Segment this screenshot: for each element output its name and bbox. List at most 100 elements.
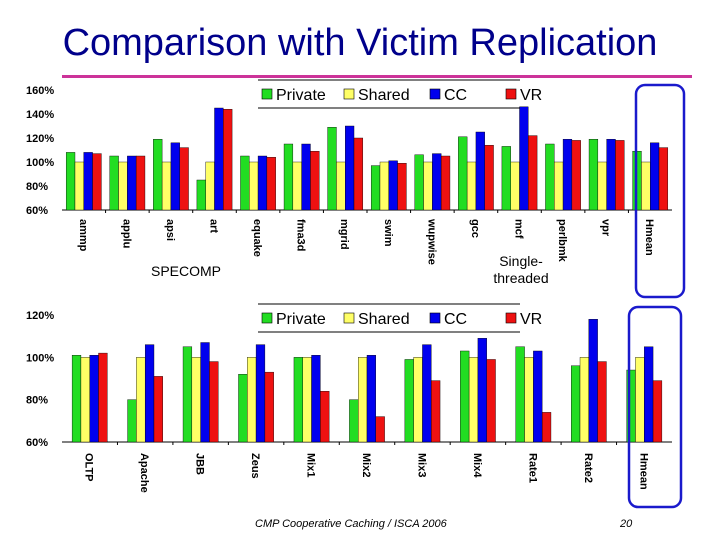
group-label-specomp: SPECOMP <box>151 263 221 279</box>
bar-vr-mix4 <box>486 359 496 443</box>
bar-private-art <box>196 179 206 211</box>
bar-cc-wupwise <box>432 153 442 211</box>
category-label: Rate1 <box>526 453 538 483</box>
bar-private-mix1 <box>293 357 303 443</box>
bar-shared-vpr <box>597 161 607 211</box>
bar-cc-art <box>214 107 224 211</box>
legend-swatch-private <box>261 88 273 100</box>
bar-private-ammp <box>65 152 76 211</box>
bar-cc-mgrid <box>345 125 355 211</box>
bar-vr-mix3 <box>431 380 441 443</box>
bar-vr-hmean <box>652 380 663 443</box>
bar-cc-vpr <box>606 138 616 211</box>
bar-cc-rate2 <box>588 319 598 443</box>
bar-vr-wupwise <box>440 155 451 211</box>
bar-vr-mix2 <box>375 416 385 443</box>
bar-private-vpr <box>588 138 599 211</box>
bar-private-jbb <box>182 346 193 443</box>
y-tick-label: 120% <box>26 310 54 322</box>
legend-label-private: Private <box>276 311 326 328</box>
bar-cc-fma3d <box>301 143 311 211</box>
bar-private-gcc <box>458 136 468 211</box>
category-label: JBB <box>194 453 206 475</box>
title-rule <box>62 75 692 78</box>
bar-private-mcf <box>501 146 511 211</box>
category-label: ammp <box>77 219 89 252</box>
category-label: mcf <box>513 219 525 239</box>
bar-private-mgrid <box>327 126 337 211</box>
bar-cc-hmean <box>644 346 654 443</box>
page-number: 20 <box>620 518 633 530</box>
category-label: OLTP <box>83 453 95 482</box>
category-label: mgrid <box>338 219 350 250</box>
bar-cc-swim <box>388 160 398 211</box>
bar-cc-oltp <box>89 355 99 443</box>
bar-private-zeus <box>238 374 248 443</box>
bar-shared-oltp <box>80 357 90 443</box>
category-label: fma3d <box>295 219 307 251</box>
category-label: Mix2 <box>360 453 372 477</box>
bar-shared-hmean <box>635 357 645 443</box>
bar-shared-wupwise <box>423 161 433 211</box>
bar-vr-mix1 <box>320 391 330 443</box>
legend-label-vr: VR <box>520 311 542 328</box>
legend-swatch-cc <box>429 312 441 324</box>
bar-shared-swim <box>379 161 389 211</box>
bar-shared-zeus <box>247 357 257 443</box>
bar-private-applu <box>109 155 119 211</box>
bar-cc-rate1 <box>533 350 543 443</box>
bar-vr-swim <box>397 162 407 211</box>
bar-cc-mix4 <box>477 338 487 443</box>
bar-private-mix2 <box>349 399 359 443</box>
bar-private-swim <box>370 165 381 211</box>
bar-private-rate1 <box>515 346 525 443</box>
bar-private-apsi <box>153 138 163 211</box>
bar-vr-applu <box>135 155 146 211</box>
bar-vr-jbb <box>209 361 219 443</box>
bar-cc-jbb <box>200 342 210 443</box>
y-tick-label: 100% <box>26 157 54 169</box>
category-label: Mix4 <box>471 453 483 478</box>
bar-private-equake <box>240 155 250 211</box>
bar-shared-apsi <box>161 161 172 211</box>
category-label: perlbmk <box>556 219 568 263</box>
bar-private-wupwise <box>414 154 424 211</box>
bar-shared-ammp <box>74 161 84 211</box>
bar-vr-rate2 <box>597 361 607 443</box>
category-label: Zeus <box>249 453 261 479</box>
category-label: swim <box>382 219 394 247</box>
bar-vr-equake <box>266 156 276 211</box>
bar-shared-jbb <box>191 357 201 443</box>
bar-vr-rate1 <box>541 412 552 443</box>
bar-vr-apache <box>153 376 163 443</box>
category-label: Hmean <box>637 453 649 490</box>
category-label: Rate2 <box>582 453 594 483</box>
category-label: art <box>208 219 220 233</box>
slide-title: Comparison with Victim Replication <box>62 22 658 64</box>
bar-vr-art <box>223 108 233 211</box>
bar-shared-mix2 <box>358 357 368 443</box>
bar-vr-fma3d <box>310 150 320 211</box>
category-label: applu <box>120 219 132 248</box>
y-tick-label: 160% <box>26 85 54 97</box>
legend-swatch-cc <box>429 88 441 100</box>
legend-swatch-private <box>261 312 273 324</box>
category-label: Mix1 <box>305 453 317 477</box>
legend-swatch-vr <box>505 312 517 324</box>
bar-vr-vpr <box>615 140 625 211</box>
y-tick-label: 80% <box>26 395 48 407</box>
legend-label-private: Private <box>276 87 326 104</box>
bar-vr-ammp <box>92 153 102 211</box>
y-tick-label: 140% <box>26 109 54 121</box>
bar-private-rate2 <box>571 365 581 443</box>
category-label: gcc <box>469 219 481 238</box>
category-label: Mix3 <box>415 453 427 477</box>
category-label: Hmean <box>643 219 655 256</box>
bar-cc-hmean <box>650 142 660 211</box>
bar-cc-zeus <box>255 344 266 443</box>
bar-vr-gcc <box>484 144 494 211</box>
bar-private-apache <box>127 399 137 443</box>
legend-label-shared: Shared <box>358 311 410 328</box>
bar-cc-equake <box>257 155 268 211</box>
